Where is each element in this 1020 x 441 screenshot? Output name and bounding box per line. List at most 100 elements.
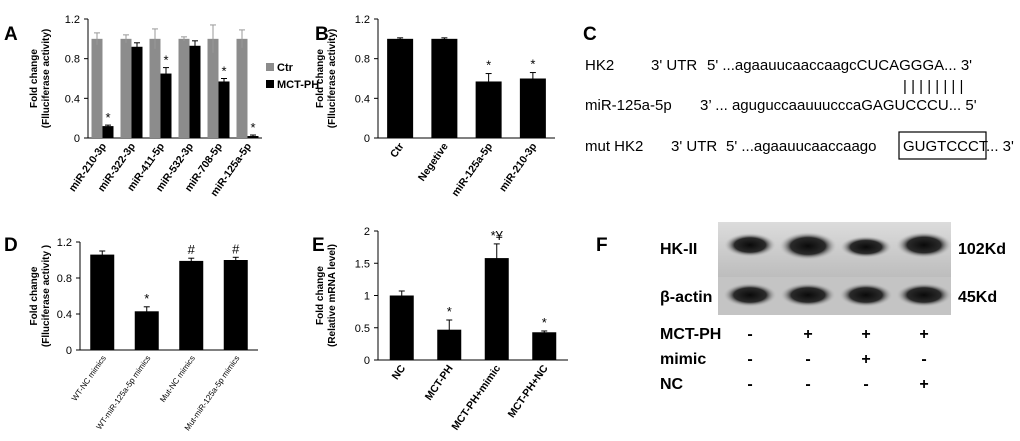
treatment-mark: - — [805, 351, 810, 368]
bar — [387, 38, 414, 139]
category-label: Negetive — [416, 141, 451, 184]
y-axis-label: Fold change — [315, 266, 326, 325]
treatment-mark: + — [919, 326, 928, 343]
treatment-mark: + — [803, 326, 812, 343]
y-tick-label: 0.4 — [65, 93, 80, 105]
treatment-table: MCT-PH - + + + mimic - - + - NC - - - + — [660, 326, 929, 393]
y-tick-label: 0.4 — [355, 93, 370, 105]
chart-d: 0 0.4 0.8 1.2 Fold change (Flluciferase activ… — [29, 237, 258, 432]
mut-utr-label: 3' UTR — [671, 138, 717, 155]
significance-marker: * — [542, 315, 547, 330]
hk2-band-1 — [724, 233, 776, 257]
bar-mct-ph — [189, 45, 201, 138]
y-tick-label: 0 — [364, 355, 370, 367]
hk2-kd-label: 102Kd — [958, 241, 1006, 258]
bar — [431, 38, 458, 139]
category-label: Mut-NC mimics — [158, 354, 197, 404]
significance-marker: * — [447, 304, 452, 319]
treatment-mark: - — [863, 376, 868, 393]
category-label: MCT-PH+mimic — [449, 363, 503, 433]
actin-kd-label: 45Kd — [958, 289, 997, 306]
y-tick-label: 1.2 — [57, 237, 72, 249]
significance-marker: * — [221, 64, 226, 79]
significance-marker: *¥ — [491, 228, 504, 243]
hk2-band-2 — [779, 232, 837, 260]
y-axis-label: Fold change — [29, 266, 40, 325]
treatment-mark: - — [747, 326, 752, 343]
y-tick-label: 0 — [74, 133, 80, 145]
y-tick-label: 1 — [364, 291, 370, 303]
bar — [134, 311, 159, 350]
bar-mct-ph — [218, 81, 230, 138]
treatment-label: mimic — [660, 351, 706, 368]
y-tick-label: 0.8 — [355, 54, 370, 66]
category-label: WT-NC mimics — [70, 354, 108, 403]
y-axis-label: Fold change — [315, 49, 326, 108]
category-label: NC — [390, 363, 409, 383]
category-label: Ctr — [388, 141, 407, 160]
bar-ctr — [149, 38, 161, 139]
bar-ctr — [236, 38, 248, 139]
significance-marker: # — [188, 242, 196, 257]
significance-marker: # — [232, 241, 240, 256]
mut-sequence-suffix: ... 3' — [986, 138, 1014, 155]
category-label: miR-125a-5p — [449, 141, 495, 199]
actin-band-1 — [723, 283, 777, 307]
bar — [223, 260, 248, 350]
significance-marker: * — [486, 58, 491, 73]
y-tick-label: 0.8 — [65, 54, 80, 66]
y-tick-label: 0.5 — [355, 323, 370, 335]
actin-band-label: β-actin — [660, 289, 712, 306]
treatment-mark: - — [747, 351, 752, 368]
treatment-mark: - — [747, 376, 752, 393]
panel-f-western-blot: HK-II 102Kd β-actin 45Kd MCT-PH - + + + mimic… — [660, 222, 1006, 393]
y-axis-label: Fold change — [29, 49, 40, 108]
hk2-band-3 — [840, 236, 892, 258]
panel-label-f: F — [596, 235, 608, 256]
hk2-band-4 — [896, 232, 952, 258]
chart-b: 0 0.4 0.8 1.2 Fold change (Flluciferase activ… — [315, 14, 555, 199]
actin-band-3 — [839, 283, 893, 307]
panel-label-c: C — [583, 24, 597, 45]
bar-ctr — [178, 38, 190, 139]
mut-sequence-prefix: 5' ...agaauucaaccaago — [726, 138, 876, 155]
category-label: MCT-PH+NC — [506, 362, 551, 420]
bar-ctr — [120, 38, 132, 139]
chart-e: 0 0.5 1 1.5 2 Fold change (Relative mRNA level… — [315, 226, 568, 433]
category-label: miR-210-3p — [497, 141, 539, 194]
chart-a: 0 0.4 0.8 1.2 Fold change (Flluciferase activ… — [29, 14, 319, 199]
bar — [389, 295, 414, 360]
treatment-mark: + — [919, 376, 928, 393]
panel-label-b: B — [315, 24, 329, 45]
y-tick-label: 0.4 — [57, 309, 72, 321]
hk2-band-label: HK-II — [660, 241, 697, 258]
y-axis-label: (Flluciferase activity ) — [41, 245, 52, 347]
mutation-box — [898, 131, 987, 160]
actin-band-4 — [896, 283, 952, 307]
treatment-mark: - — [921, 351, 926, 368]
significance-marker: * — [105, 110, 110, 125]
y-tick-label: 1.5 — [355, 258, 370, 270]
bar — [179, 260, 204, 350]
y-tick-label: 1.2 — [65, 14, 80, 26]
bar-ctr — [91, 38, 103, 139]
bar-mct-ph — [160, 73, 172, 138]
bar — [484, 258, 509, 360]
mut-sequence-box: GUGTCCCT — [903, 138, 988, 155]
y-axis-label: (Flluciferase activity) — [41, 29, 52, 128]
hk2-gene-label: HK2 — [585, 57, 614, 74]
hk2-sequence: 5' ...agaauucaaccaagcCUCAGGGA... 3' — [707, 57, 972, 74]
category-label: MCT-PH — [423, 363, 456, 403]
bar — [90, 254, 115, 350]
y-tick-label: 2 — [364, 226, 370, 238]
mut-hk2-gene-label: mut HK2 — [585, 138, 643, 155]
mir-sequence: 3’ ... aguguccaauuucccaGAGUCCCU... 5' — [700, 97, 977, 114]
treatment-label: MCT-PH — [660, 326, 721, 343]
y-tick-label: 0 — [364, 133, 370, 145]
significance-marker: * — [530, 57, 535, 72]
panel-label-e: E — [312, 235, 325, 256]
significance-marker: * — [144, 291, 149, 306]
significance-marker: * — [163, 53, 168, 68]
treatment-label: NC — [660, 376, 684, 393]
